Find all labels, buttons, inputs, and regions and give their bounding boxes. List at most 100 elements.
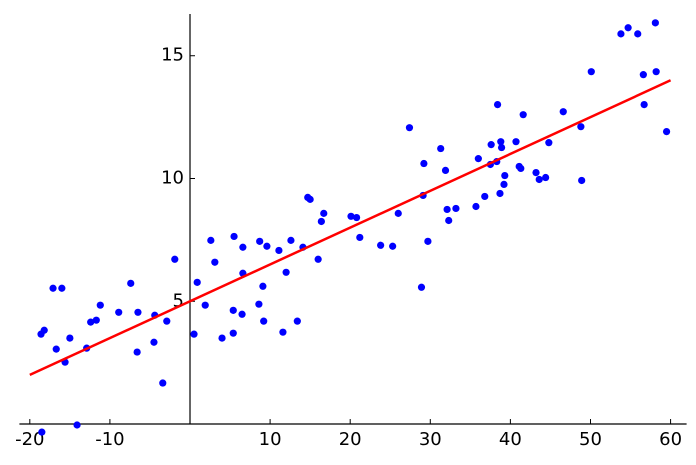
data-point (377, 241, 385, 249)
x-tick-label: -10 (95, 429, 124, 450)
data-point (559, 108, 567, 116)
data-point (73, 421, 81, 429)
data-point (218, 334, 226, 342)
x-tick-label: 10 (259, 429, 282, 450)
data-point (587, 68, 595, 76)
x-tick-label: 60 (659, 429, 682, 450)
data-point (163, 317, 171, 325)
data-point (87, 318, 95, 326)
data-point (437, 144, 445, 153)
data-point (493, 100, 502, 109)
data-point (487, 141, 495, 149)
data-point (96, 301, 104, 309)
data-point (519, 111, 527, 119)
data-point (578, 176, 586, 185)
data-point (651, 19, 659, 27)
data-point (259, 282, 267, 290)
data-point (634, 30, 642, 38)
data-point (193, 278, 201, 286)
data-point (424, 237, 432, 245)
data-point (481, 192, 489, 201)
x-tick-label: 40 (499, 429, 522, 450)
data-point (256, 237, 264, 245)
x-tick-label: 30 (419, 429, 442, 450)
data-point (472, 202, 480, 211)
data-point (52, 345, 60, 353)
data-point (40, 326, 48, 334)
y-tick-label: 5 (173, 290, 184, 311)
data-point (255, 300, 263, 308)
data-point (171, 255, 179, 263)
data-point (501, 171, 509, 180)
data-point (229, 306, 237, 314)
data-point (314, 255, 322, 263)
data-point (441, 166, 450, 174)
data-point (347, 212, 355, 220)
data-point (517, 164, 525, 173)
data-point (150, 338, 158, 346)
data-point (133, 348, 141, 356)
data-point (58, 284, 66, 292)
data-point (356, 233, 364, 242)
data-point (535, 175, 543, 184)
data-point (394, 209, 402, 217)
data-point (66, 334, 74, 342)
data-point (134, 308, 142, 316)
data-point (190, 330, 198, 338)
data-point (306, 195, 314, 203)
data-point (496, 189, 504, 198)
regression-line (29, 79, 672, 377)
data-point (443, 205, 451, 214)
data-point (239, 243, 247, 251)
data-point (320, 209, 328, 217)
data-point (279, 328, 287, 336)
data-point (49, 284, 57, 292)
data-point (512, 138, 520, 146)
x-tick-label: -20 (15, 429, 44, 450)
data-point (207, 236, 215, 244)
data-point (317, 217, 325, 226)
data-point (389, 242, 397, 250)
data-point (229, 329, 237, 337)
y-tick-label: 15 (161, 45, 184, 66)
data-point (230, 232, 238, 241)
x-tick-label: 20 (339, 429, 362, 450)
data-point (452, 204, 460, 213)
data-point (497, 138, 505, 146)
data-point (159, 379, 167, 387)
data-point (287, 236, 295, 244)
data-point (127, 279, 135, 287)
data-point (92, 316, 100, 324)
data-point (662, 128, 671, 136)
data-point (282, 268, 290, 276)
data-point (624, 24, 632, 32)
x-tick-label: 50 (579, 429, 602, 450)
data-point (500, 180, 508, 188)
data-point (201, 301, 209, 309)
data-point (405, 124, 414, 132)
data-point (293, 317, 301, 325)
data-point (652, 68, 660, 76)
data-point (38, 428, 46, 436)
y-tick-label: 10 (161, 168, 184, 189)
data-point (275, 246, 283, 255)
data-point (640, 100, 648, 109)
data-point (417, 283, 426, 291)
data-point (577, 123, 585, 131)
data-point (263, 242, 271, 250)
data-point (420, 159, 428, 168)
data-point (353, 213, 361, 222)
data-point (532, 169, 540, 177)
data-point (617, 30, 625, 38)
data-point (474, 155, 482, 163)
data-point (639, 71, 647, 79)
data-point (497, 143, 506, 152)
data-point (260, 317, 268, 325)
data-point (542, 173, 550, 182)
data-point (545, 139, 553, 147)
data-point (238, 310, 246, 318)
data-point (211, 258, 219, 266)
data-point (115, 308, 123, 316)
